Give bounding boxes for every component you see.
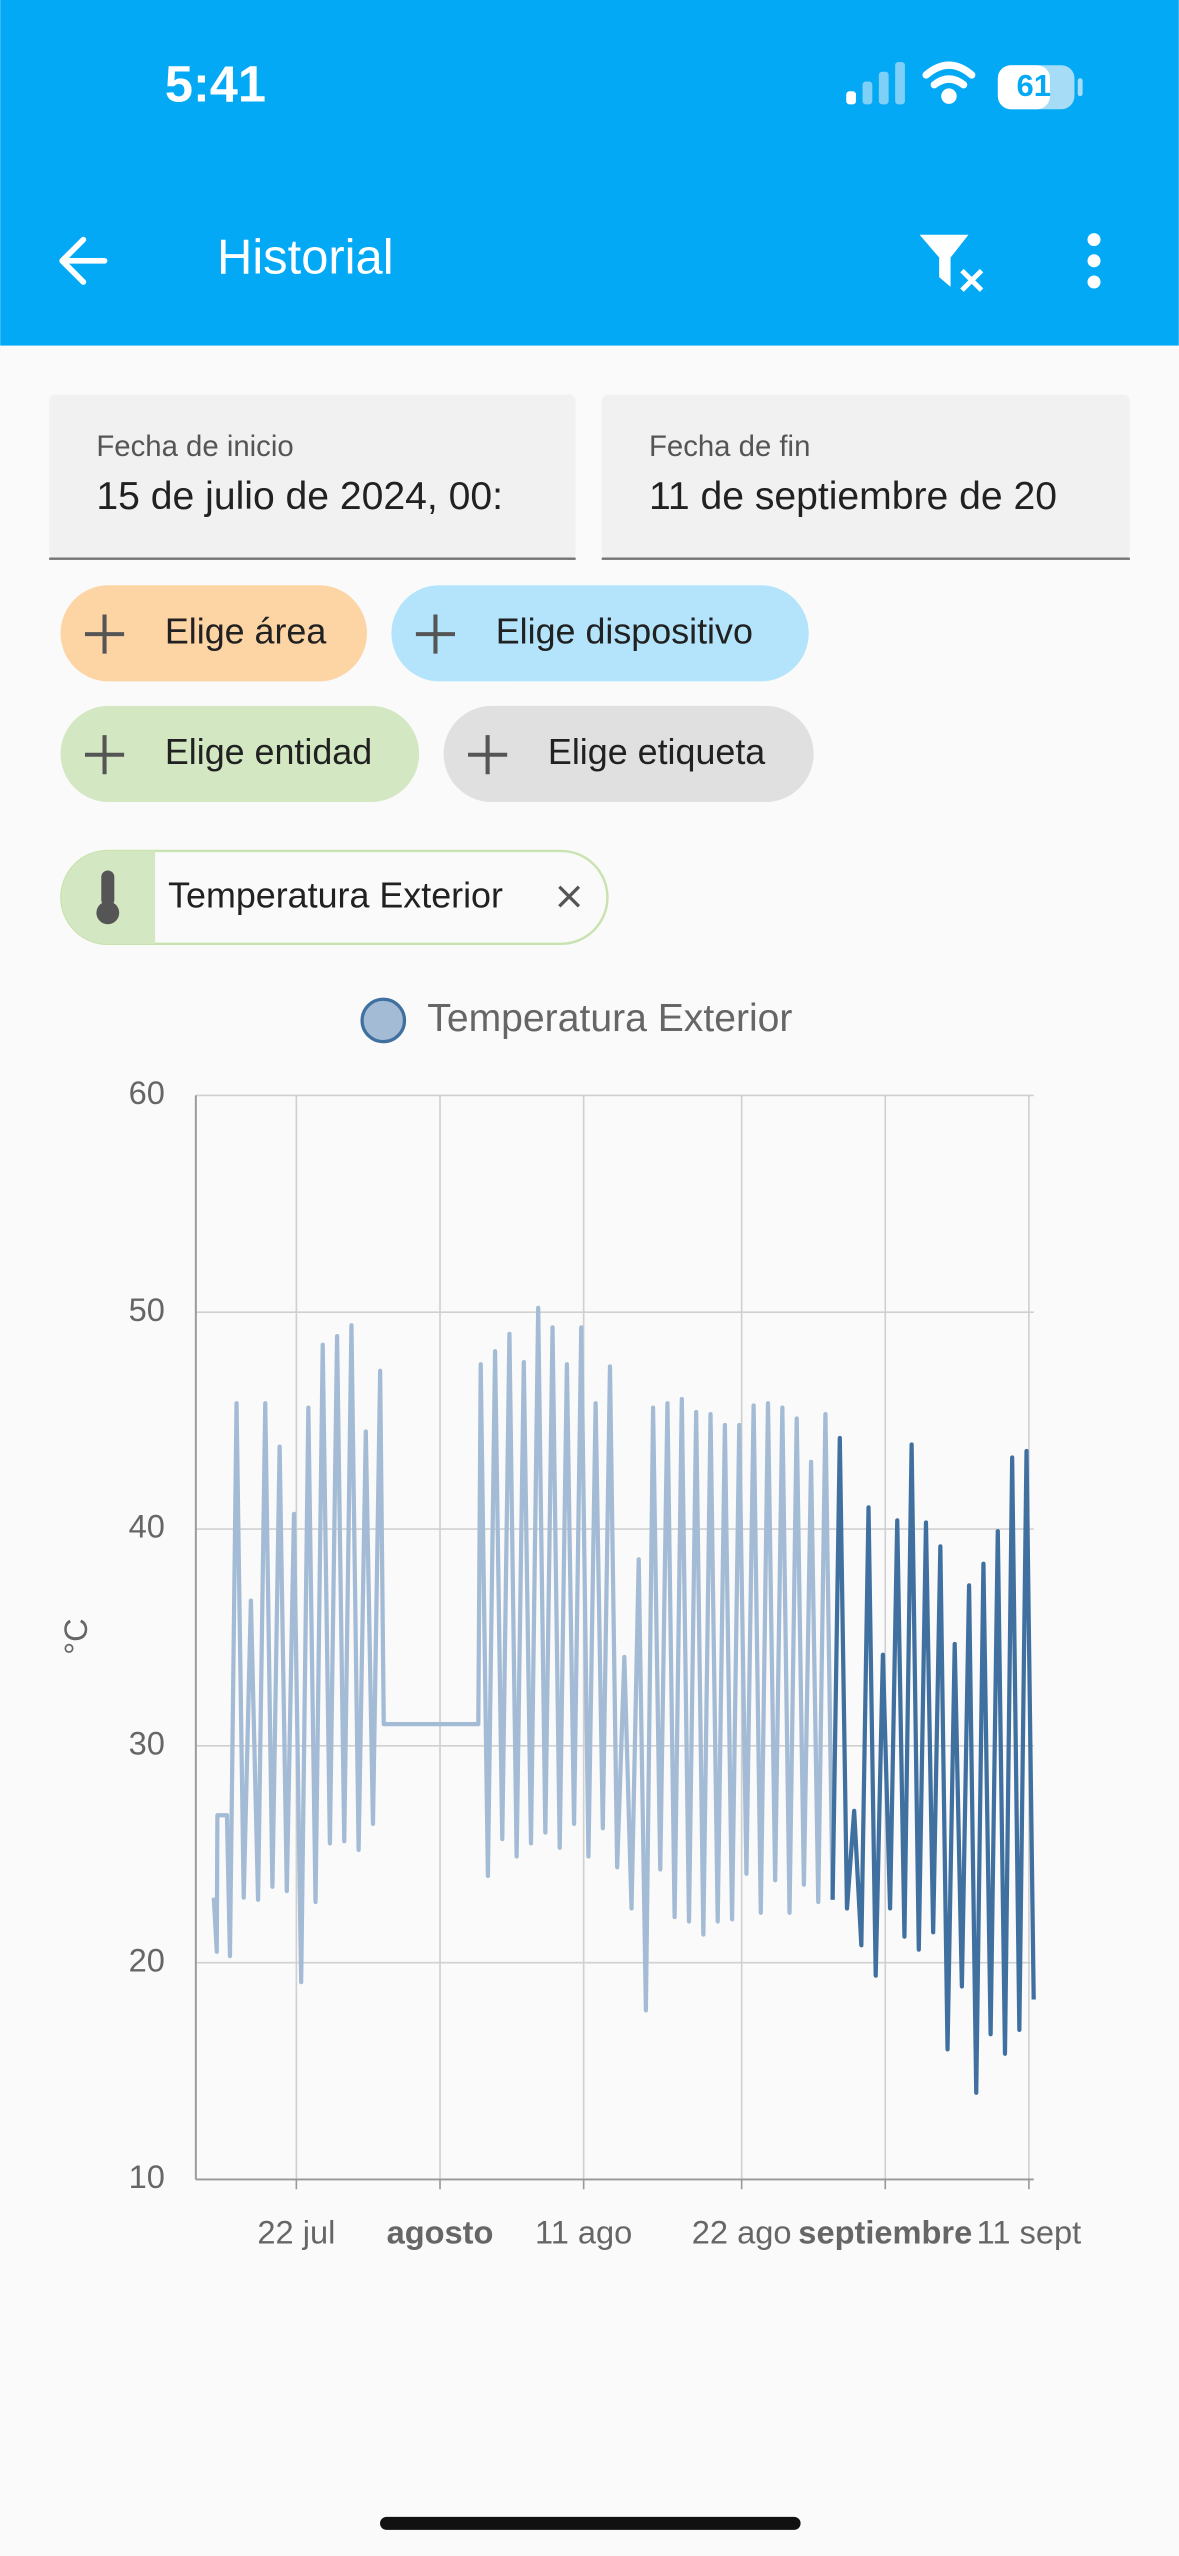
history-chart: Temperatura Exterior 10 20 30 40 50 60 22 jul ag…	[57, 997, 1081, 2251]
back-button[interactable]	[59, 236, 108, 285]
y-tick-label: 50	[129, 1291, 165, 1328]
home-indicator	[380, 2516, 801, 2530]
device-chip[interactable]: Elige dispositivo	[391, 585, 809, 682]
x-tick-label: 22 ago	[692, 2213, 792, 2250]
chip-label: Elige etiqueta	[548, 732, 765, 772]
chip-label: Elige dispositivo	[496, 612, 753, 652]
y-tick-label: 40	[129, 1508, 165, 1545]
y-tick-label: 20	[129, 1941, 165, 1978]
x-tick-label: 11 ago	[535, 2213, 632, 2250]
entity-chip[interactable]: Elige entidad	[60, 705, 420, 803]
chip-label: Temperatura Exterior	[168, 876, 503, 916]
chip-label: Elige área	[165, 612, 327, 652]
y-axis-title: °C	[57, 1618, 94, 1655]
wifi-icon	[922, 61, 976, 104]
clear-filter-button[interactable]	[919, 234, 984, 292]
y-tick-label: 60	[129, 1074, 165, 1111]
legend-label: Temperatura Exterior	[427, 997, 792, 1040]
selected-entity-chip[interactable]: Temperatura Exterior	[60, 849, 609, 946]
app-header	[0, 0, 1179, 346]
series-line	[830, 1435, 1036, 2095]
battery-level: 61	[1016, 68, 1050, 103]
chip-label: Elige entidad	[165, 732, 372, 772]
area-chip[interactable]: Elige área	[60, 585, 367, 682]
y-tick-label: 10	[129, 2158, 165, 2195]
x-tick-label: agosto	[387, 2213, 494, 2250]
app-title: Historial	[217, 231, 394, 285]
remove-entity-button[interactable]	[558, 885, 581, 908]
field-value: 11 de septiembre de 20	[649, 475, 1057, 518]
battery-icon: 61	[997, 65, 1083, 110]
x-tick-label: septiembre	[798, 2213, 972, 2250]
end-date-field[interactable]: Fecha de fin 11 de septiembre de 20	[601, 394, 1130, 560]
legend-marker	[360, 997, 407, 1044]
y-tick-label: 30	[129, 1724, 165, 1761]
field-label: Fecha de inicio	[96, 430, 293, 463]
series-line	[211, 1305, 835, 2013]
signal-icon	[846, 61, 905, 105]
thermometer-icon	[96, 870, 120, 925]
start-date-field[interactable]: Fecha de inicio 15 de julio de 2024, 00:	[49, 394, 576, 560]
x-tick-label: 22 jul	[257, 2213, 335, 2250]
label-chip[interactable]: Elige etiqueta	[443, 705, 814, 803]
x-tick-label: 11 sept	[977, 2213, 1082, 2250]
field-value: 15 de julio de 2024, 00:	[96, 475, 503, 518]
status-time: 5:41	[165, 55, 266, 112]
more-menu-button[interactable]	[1087, 233, 1101, 289]
field-label: Fecha de fin	[649, 430, 810, 463]
